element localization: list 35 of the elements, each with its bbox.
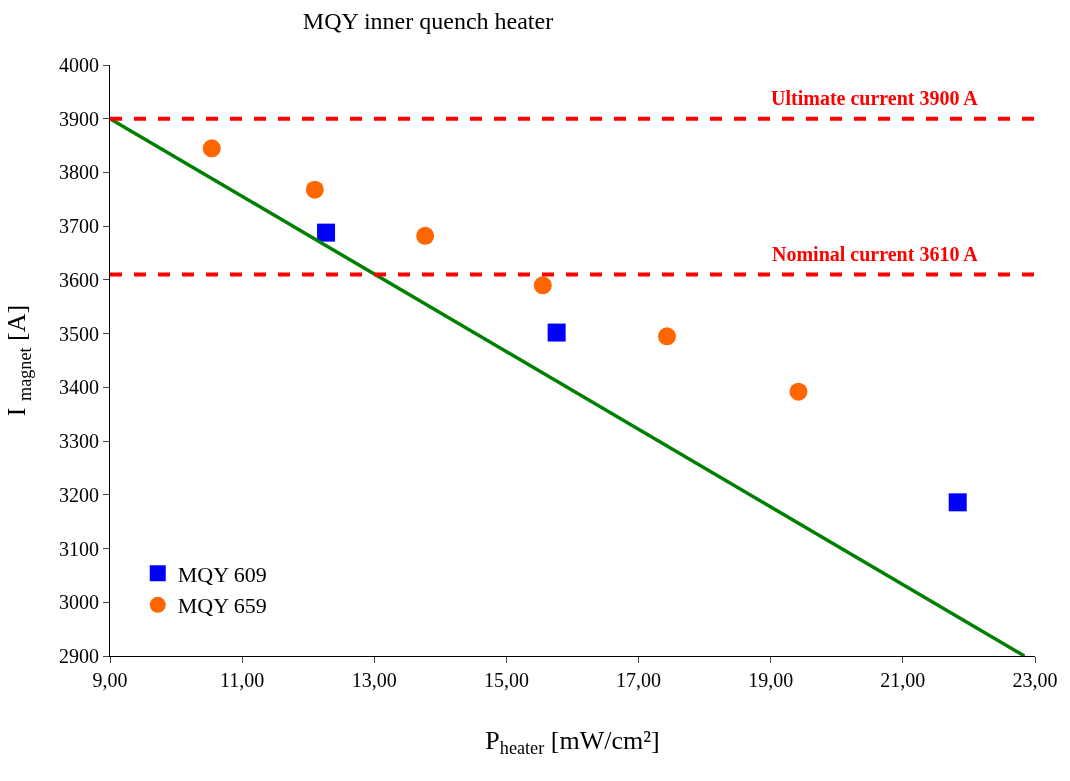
y-tick-label: 3800 [59,161,99,184]
x-tick-label: 9,00 [92,669,128,691]
point [547,323,566,342]
point [202,139,221,158]
y-tick-label: 3900 [59,107,99,130]
y-tick-label: 3500 [59,322,99,345]
x-tick-label: 21,00 [880,669,926,691]
x-tick-label: 15,00 [483,669,529,691]
point [948,493,967,512]
point [305,180,324,199]
point [657,327,676,346]
point [317,223,336,242]
ref-line-label: Nominal current 3610 A [772,243,979,265]
x-tick-label: 11,00 [220,669,265,691]
y-tick-label: 2900 [59,645,99,667]
y-tick-label: 3700 [59,215,99,238]
x-tick-label: 23,00 [1012,669,1058,691]
y-tick-label: 3300 [59,430,99,453]
point [416,226,435,245]
y-tick-label: 4000 [59,54,99,76]
ref-line-label: Ultimate current 3900 A [771,87,979,109]
y-tick-label: 3600 [59,268,99,291]
x-tick-label: 19,00 [748,669,794,691]
chart-title: MQY inner quench heater [302,7,554,34]
y-tick-label: 3000 [59,591,99,614]
x-tick-label: 13,00 [351,669,397,691]
y-tick-label: 3200 [59,483,99,506]
point [789,382,808,401]
y-tick-label: 3400 [59,376,99,399]
x-axis-title: P$_{heater}$ [mW/cm²] [485,725,660,759]
y-tick-label: 3100 [59,537,99,560]
point [533,276,552,295]
legend-label: MQY 659 [177,593,267,619]
legend-label: MQY 609 [177,561,267,587]
x-tick-label: 17,00 [616,669,662,691]
